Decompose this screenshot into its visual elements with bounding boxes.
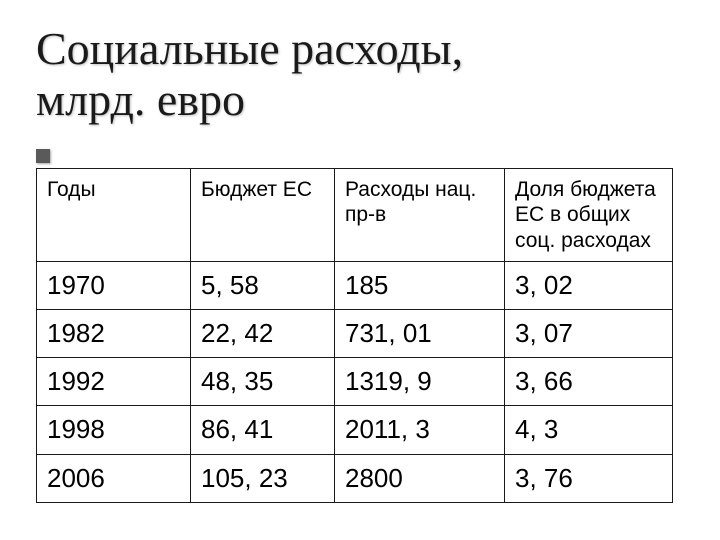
- cell: 2006: [37, 454, 191, 502]
- table-header-row: Годы Бюджет ЕС Расходы нац. пр-в Доля бю…: [37, 169, 673, 262]
- table-row: 1998 86, 41 2011, 3 4, 3: [37, 406, 673, 454]
- cell: 1998: [37, 406, 191, 454]
- bullet-icon: [36, 149, 50, 163]
- cell: 4, 3: [505, 406, 673, 454]
- cell: 86, 41: [191, 406, 335, 454]
- table-row: 1970 5, 58 185 3, 02: [37, 261, 673, 309]
- cell: 1319, 9: [335, 358, 505, 406]
- cell: 2011, 3: [335, 406, 505, 454]
- table-row: 1982 22, 42 731, 01 3, 07: [37, 309, 673, 357]
- cell: 731, 01: [335, 309, 505, 357]
- cell: 2800: [335, 454, 505, 502]
- data-table: Годы Бюджет ЕС Расходы нац. пр-в Доля бю…: [36, 168, 673, 503]
- table-row: 1992 48, 35 1319, 9 3, 66: [37, 358, 673, 406]
- table-wrapper: Годы Бюджет ЕС Расходы нац. пр-в Доля бю…: [36, 149, 684, 503]
- cell: 3, 07: [505, 309, 673, 357]
- col-header: Годы: [37, 169, 191, 262]
- cell: 105, 23: [191, 454, 335, 502]
- cell: 22, 42: [191, 309, 335, 357]
- cell: 3, 66: [505, 358, 673, 406]
- title-line2: млрд. евро: [36, 74, 245, 125]
- cell: 1982: [37, 309, 191, 357]
- cell: 3, 76: [505, 454, 673, 502]
- table-row: 2006 105, 23 2800 3, 76: [37, 454, 673, 502]
- col-header: Расходы нац. пр-в: [335, 169, 505, 262]
- slide-title: Социальные расходы, млрд. евро: [36, 24, 684, 125]
- cell: 1970: [37, 261, 191, 309]
- col-header: Доля бюджета ЕС в общих соц. расходах: [505, 169, 673, 262]
- title-line1: Социальные расходы,: [36, 23, 463, 74]
- col-header: Бюджет ЕС: [191, 169, 335, 262]
- cell: 3, 02: [505, 261, 673, 309]
- cell: 48, 35: [191, 358, 335, 406]
- cell: 5, 58: [191, 261, 335, 309]
- cell: 185: [335, 261, 505, 309]
- cell: 1992: [37, 358, 191, 406]
